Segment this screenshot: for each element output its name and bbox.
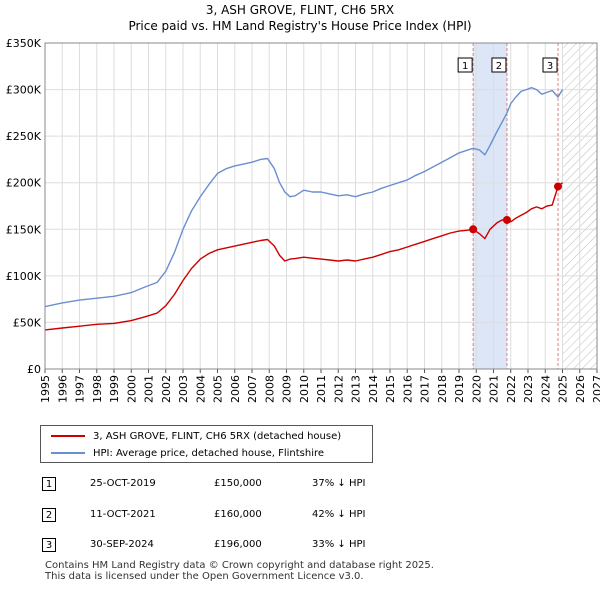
sale-price: £150,000 — [214, 478, 262, 489]
x-tick-label: 2022 — [505, 375, 518, 403]
y-tick-label: £300K — [6, 84, 42, 97]
sale-hpi-diff: 42% ↓ HPI — [312, 509, 366, 520]
sale-date: 25-OCT-2019 — [90, 478, 156, 489]
x-tick-label: 2005 — [212, 375, 225, 403]
y-tick-label: £0 — [27, 363, 41, 376]
x-tick-label: 2001 — [143, 375, 156, 403]
shaded-period — [473, 43, 507, 369]
x-tick-label: 2018 — [436, 375, 449, 403]
sale-number-badge: 3 — [42, 538, 56, 552]
x-tick-label: 2008 — [263, 375, 276, 403]
legend-label-property: 3, ASH GROVE, FLINT, CH6 5RX (detached h… — [93, 430, 342, 442]
sale-date: 11-OCT-2021 — [90, 509, 156, 520]
sale-point — [502, 215, 511, 224]
x-tick-label: 2002 — [160, 375, 173, 403]
hpi-line — [45, 87, 564, 308]
legend: 3, ASH GROVE, FLINT, CH6 5RX (detached h… — [40, 425, 373, 463]
sale-number-badge: 1 — [42, 477, 56, 491]
x-tick-label: 2019 — [453, 375, 466, 403]
footer-licence: This data is licensed under the Open Gov… — [45, 571, 364, 582]
sale-price: £196,000 — [214, 539, 262, 550]
chart-title-address: 3, ASH GROVE, FLINT, CH6 5RX — [205, 3, 395, 17]
x-tick-label: 1999 — [108, 375, 121, 403]
y-tick-label: £250K — [6, 130, 42, 143]
legend-swatch-hpi — [51, 452, 85, 454]
x-tick-label: 2011 — [315, 375, 328, 403]
y-tick-label: £200K — [6, 177, 42, 190]
price-chart: 1 2 3 £0 £50K £100K £150K £200K £250K £300K £350K… — [6, 37, 600, 403]
x-tick-label: 1996 — [56, 375, 69, 403]
legend-label-hpi: HPI: Average price, detached house, Flin… — [93, 447, 325, 459]
sale-hpi-diff: 37% ↓ HPI — [312, 478, 366, 489]
x-tick-label: 2024 — [539, 375, 552, 403]
sale-hpi-diff: 33% ↓ HPI — [312, 539, 366, 550]
x-tick-label: 2013 — [350, 375, 363, 403]
x-tick-label: 2000 — [125, 375, 138, 403]
x-tick-label: 2021 — [488, 375, 501, 403]
y-tick-label: £350K — [6, 37, 42, 50]
x-tick-label: 2014 — [367, 375, 380, 403]
chart-subtitle: Price paid vs. HM Land Registry's House … — [128, 19, 472, 33]
sale-label-box — [491, 57, 507, 73]
x-tick-label: 2025 — [557, 375, 570, 403]
sale-date: 30-SEP-2024 — [90, 539, 154, 550]
x-tick-label: 2017 — [419, 375, 432, 403]
sale-label-number: 1 — [462, 61, 468, 72]
sale-number-badge: 2 — [42, 508, 56, 522]
x-tick-label: 2023 — [522, 375, 535, 403]
x-tick-label: 2026 — [574, 375, 587, 403]
y-tick-label: £100K — [6, 270, 42, 283]
x-tick-label: 2003 — [177, 375, 190, 403]
x-tick-label: 1998 — [91, 375, 104, 403]
legend-item-property: 3, ASH GROVE, FLINT, CH6 5RX (detached h… — [51, 428, 341, 444]
x-tick-label: 2020 — [470, 375, 483, 403]
x-tick-label: 2006 — [229, 375, 242, 403]
x-tick-label: 1995 — [39, 375, 52, 403]
legend-swatch-property — [51, 435, 85, 437]
plot-border — [44, 42, 598, 370]
x-tick-label: 2027 — [591, 375, 600, 403]
x-tick-label: 2007 — [246, 375, 259, 403]
sale-label-box — [457, 57, 473, 73]
sale-point — [469, 225, 478, 234]
x-tick-label: 2012 — [332, 375, 345, 403]
sale-label-number: 3 — [547, 61, 553, 72]
x-tick-label: 1997 — [74, 375, 87, 403]
x-tick-label: 2015 — [384, 375, 397, 403]
sale-price: £160,000 — [214, 509, 262, 520]
x-tick-label: 2004 — [194, 375, 207, 403]
y-tick-label: £150K — [6, 223, 42, 236]
x-tick-label: 2010 — [298, 375, 311, 403]
footer-copyright: Contains HM Land Registry data © Crown c… — [45, 560, 434, 571]
sale-point — [554, 182, 563, 191]
sale-label-box — [542, 57, 558, 73]
sale-label-number: 2 — [496, 61, 502, 72]
x-tick-label: 2009 — [281, 375, 294, 403]
y-tick-label: £50K — [13, 316, 42, 329]
legend-item-hpi: HPI: Average price, detached house, Flin… — [51, 445, 324, 461]
x-tick-label: 2016 — [401, 375, 414, 403]
